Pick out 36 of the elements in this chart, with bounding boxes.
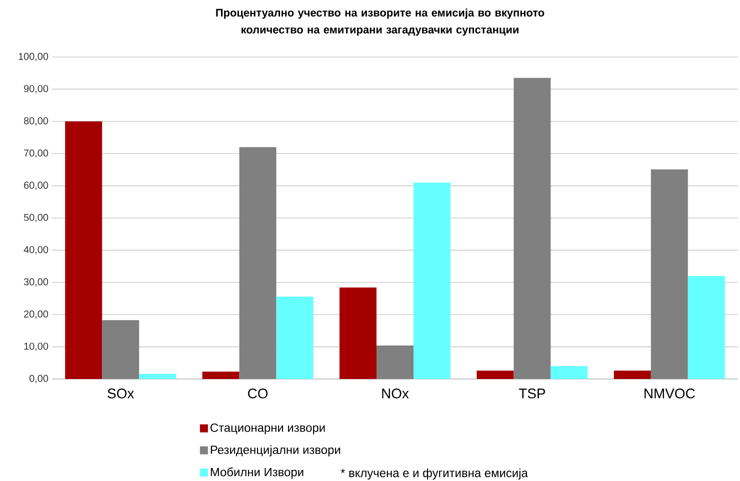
text: * вклучена е и фугитивна емисија [340,468,528,480]
bar [376,346,414,379]
y-tick-label: 100,00 [18,52,48,62]
bar [239,147,276,379]
y-tick-label: 0,00 [29,374,48,384]
bar [550,366,588,379]
chart-title: Процентуално учество на изворите на емисија во вкупното количество на емитирани загадувачки супстанции [216,8,544,36]
x-tick-label: TSP [518,388,546,398]
bar [688,276,725,379]
y-tick-label: 30,00 [24,278,48,287]
bar [65,121,102,379]
y-tick-label: 50,00 [24,214,48,222]
bar [650,169,688,379]
bar [340,288,377,379]
bar [202,372,240,379]
y-tick-label: 40,00 [24,246,48,254]
y-tick-label: 70,00 [24,149,48,158]
legend-label: Мобилни Извори [210,467,304,479]
y-tick-label: 10,00 [24,342,48,351]
x-tick-label: NMVOC [644,388,695,398]
bar [514,78,551,379]
x-tick-label: NOx [382,388,409,398]
bar [476,370,514,379]
x-tick-label: CO [248,388,268,398]
bar [614,370,651,379]
y-tick-label: 60,00 [24,182,48,190]
legend-label: Резиденцијални извори [210,445,340,456]
bar [102,320,140,379]
y-tick-label: 90,00 [24,85,48,94]
bar [139,374,176,379]
bar [414,182,451,379]
legend-label: Стационарни извори [210,423,325,434]
y-tick-label: 20,00 [24,310,48,319]
bar [276,296,314,379]
y-tick-label: 80,00 [24,117,48,126]
x-tick-label: SOx [108,388,134,398]
